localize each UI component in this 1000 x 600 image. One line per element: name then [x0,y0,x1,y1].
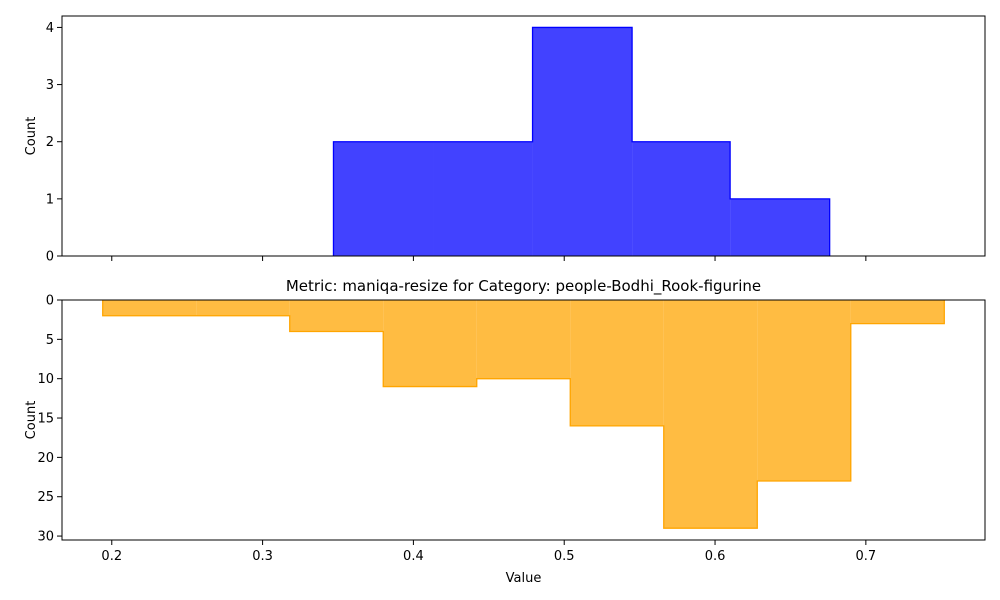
y-tick-label: 1 [46,192,54,207]
chart-title: Metric: maniqa-resize for Category: peop… [286,277,761,296]
x-tick-label: 0.3 [252,549,273,564]
top-histogram-panel: 0 1 2 3 4 Count [24,15,986,265]
y-tick-label: 5 [46,333,54,348]
histogram-bar [663,300,758,529]
histogram-bar [730,198,830,256]
histogram-bar [476,300,571,379]
axes-frame [61,15,986,257]
x-tick-label: 0.7 [856,549,877,564]
histogram-bar [333,141,434,256]
y-tick-label: 30 [37,530,54,545]
y-tick-label: 0 [46,250,54,265]
y-tick-label: 3 [46,78,54,93]
y-tick-label: 2 [46,135,54,150]
y-axis-label: Count [24,117,39,156]
y-tick-label: 20 [37,451,54,466]
y-tick-label: 4 [46,21,54,36]
y-tick-label: 0 [46,294,54,309]
y-tick-label: 15 [37,412,54,427]
histogram-bar [632,141,731,256]
x-tick-label: 0.4 [403,549,424,564]
x-axis-label: Value [506,571,542,586]
histogram-bar [289,300,384,332]
y-tick-label: 10 [37,372,54,387]
y-tick-label: 25 [37,490,54,505]
x-tick-label: 0.5 [554,549,575,564]
y-axis-label: Count [24,401,39,440]
histogram-bar [433,141,533,256]
histogram-bar [850,300,945,324]
histogram-step-outline [332,26,831,256]
axes-frame [61,299,986,541]
x-tick-label: 0.2 [101,549,122,564]
histogram-bar [196,300,290,316]
histogram-step-outline [102,300,945,529]
histogram-bar [102,300,197,316]
histogram-bar [570,300,664,426]
bottom-histogram-panel: 0.2 0.3 0.4 0.5 0.6 0.7 0 5 10 15 20 25 30 Count Value… [24,277,986,586]
histogram-bar [532,27,633,256]
histogram-bar [757,300,851,481]
histogram-bar [383,300,477,387]
x-tick-label: 0.6 [705,549,726,564]
